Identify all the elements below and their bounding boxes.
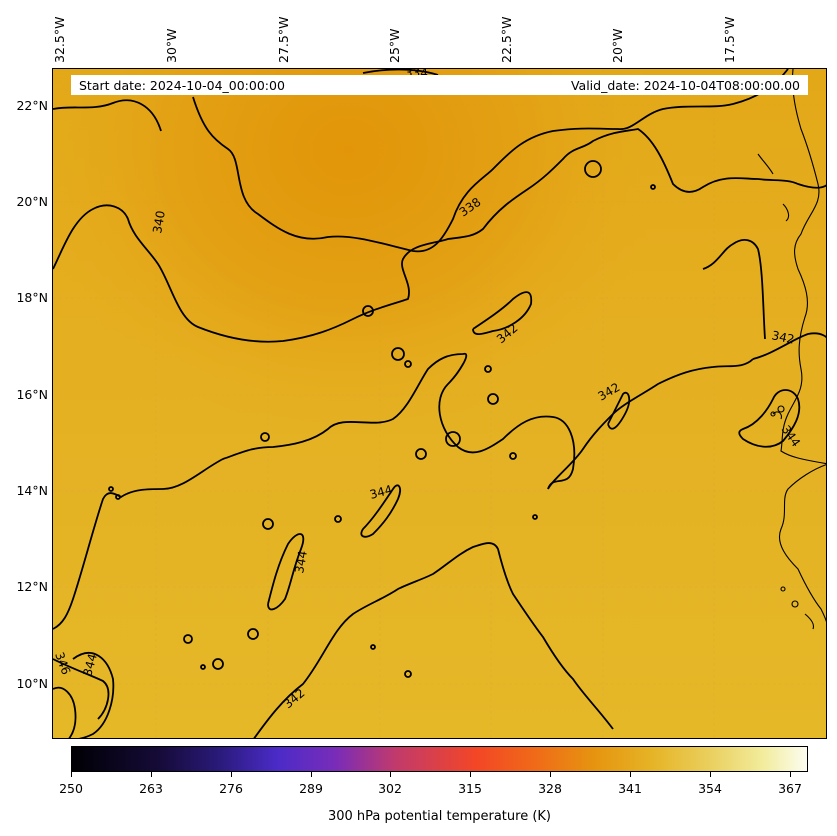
contour-342-loop2: [607, 391, 631, 430]
lat-label-14n: 14°N: [16, 483, 48, 498]
lat-label-20n: 20°N: [16, 194, 48, 209]
contour-label-344-a: 344: [368, 482, 394, 501]
colorbar-tick-label: 328: [538, 781, 562, 796]
contour-label-344-c: 344: [80, 652, 99, 678]
lon-label-30w: 30°W: [164, 28, 179, 63]
contour-342-loop1: [472, 291, 533, 336]
contour-340-right: [702, 238, 766, 340]
lat-label-10n: 10°N: [16, 676, 48, 691]
colorbar-tick-label: 250: [59, 781, 83, 796]
lon-label-20w: 20°W: [610, 28, 625, 63]
contour-label-334: 334: [405, 69, 428, 80]
contour-label-346: 346: [53, 650, 73, 676]
contour-334: [362, 69, 439, 76]
contour-342-bottom: [53, 542, 614, 738]
lon-label-22-5w: 22.5°W: [499, 16, 514, 63]
lon-label-27-5w: 27.5°W: [276, 16, 291, 63]
colorbar-tick-label: 354: [698, 781, 722, 796]
colorbar-tick-mark: [630, 772, 631, 777]
colorbar-tick-mark: [231, 772, 232, 777]
date-info-bar: Start date: 2024-10-04_00:00:00 Valid_da…: [71, 75, 808, 95]
colorbar-tick-label: 276: [219, 781, 243, 796]
lat-label-18n: 18°N: [16, 290, 48, 305]
contour-338-left: [53, 99, 162, 132]
contour-label-342-c: 342: [770, 328, 795, 346]
contour-map: 334 338 340 342 342 342 342 344 344 344 …: [53, 69, 826, 738]
contour-346: [53, 686, 77, 738]
contour-340: [53, 128, 826, 343]
coastline-africa: [780, 69, 826, 465]
colorbar-tick-mark: [151, 772, 152, 777]
colorbar-tick-label: 341: [618, 781, 642, 796]
contour-344-c: [72, 652, 115, 738]
colorbar-tick-label: 302: [378, 781, 402, 796]
lon-label-17-5w: 17.5°W: [722, 16, 737, 63]
coastline-islands: [757, 153, 815, 630]
colorbar-tick-label: 289: [299, 781, 323, 796]
contour-label-344-b: 344: [292, 550, 310, 575]
lon-label-32-5w: 32.5°W: [52, 16, 67, 63]
contour-342-mid: [547, 358, 754, 490]
contour-342-left: [53, 353, 576, 630]
graticule: [53, 69, 826, 738]
contour-344-b: [267, 533, 305, 611]
colorbar-tick-mark: [550, 772, 551, 777]
lat-label-16n: 16°N: [16, 387, 48, 402]
contour-lines: [53, 69, 826, 738]
lon-label-25w: 25°W: [387, 28, 402, 63]
colorbar-tick-mark: [790, 772, 791, 777]
contour-344-a: [360, 484, 401, 538]
coastline: [757, 69, 826, 630]
colorbar-tick-mark: [710, 772, 711, 777]
start-date-text: Start date: 2024-10-04_00:00:00: [79, 78, 285, 93]
colorbar: [71, 746, 808, 772]
lat-label-12n: 12°N: [16, 579, 48, 594]
contour-344-d: [738, 389, 801, 448]
colorbar-tick-label: 263: [139, 781, 163, 796]
contour-342-east: [752, 332, 826, 360]
colorbar-tick-label: 367: [778, 781, 802, 796]
valid-date-text: Valid_date: 2024-10-04T08:00:00.00: [570, 78, 800, 93]
colorbar-tick-mark: [390, 772, 391, 777]
colorbar-tick-mark: [470, 772, 471, 777]
colorbar-tick-mark: [311, 772, 312, 777]
colorbar-label: 300 hPa potential temperature (K): [327, 809, 551, 824]
colorbar-tick-label: 315: [458, 781, 482, 796]
coastline-west-africa: [779, 464, 826, 622]
lat-label-22n: 22°N: [16, 98, 48, 113]
contour-338: [192, 69, 789, 253]
map-panel[interactable]: 334 338 340 342 342 342 342 344 344 344 …: [52, 68, 827, 739]
colorbar-tick-mark: [71, 772, 72, 777]
contour-label-340: 340: [150, 210, 168, 235]
